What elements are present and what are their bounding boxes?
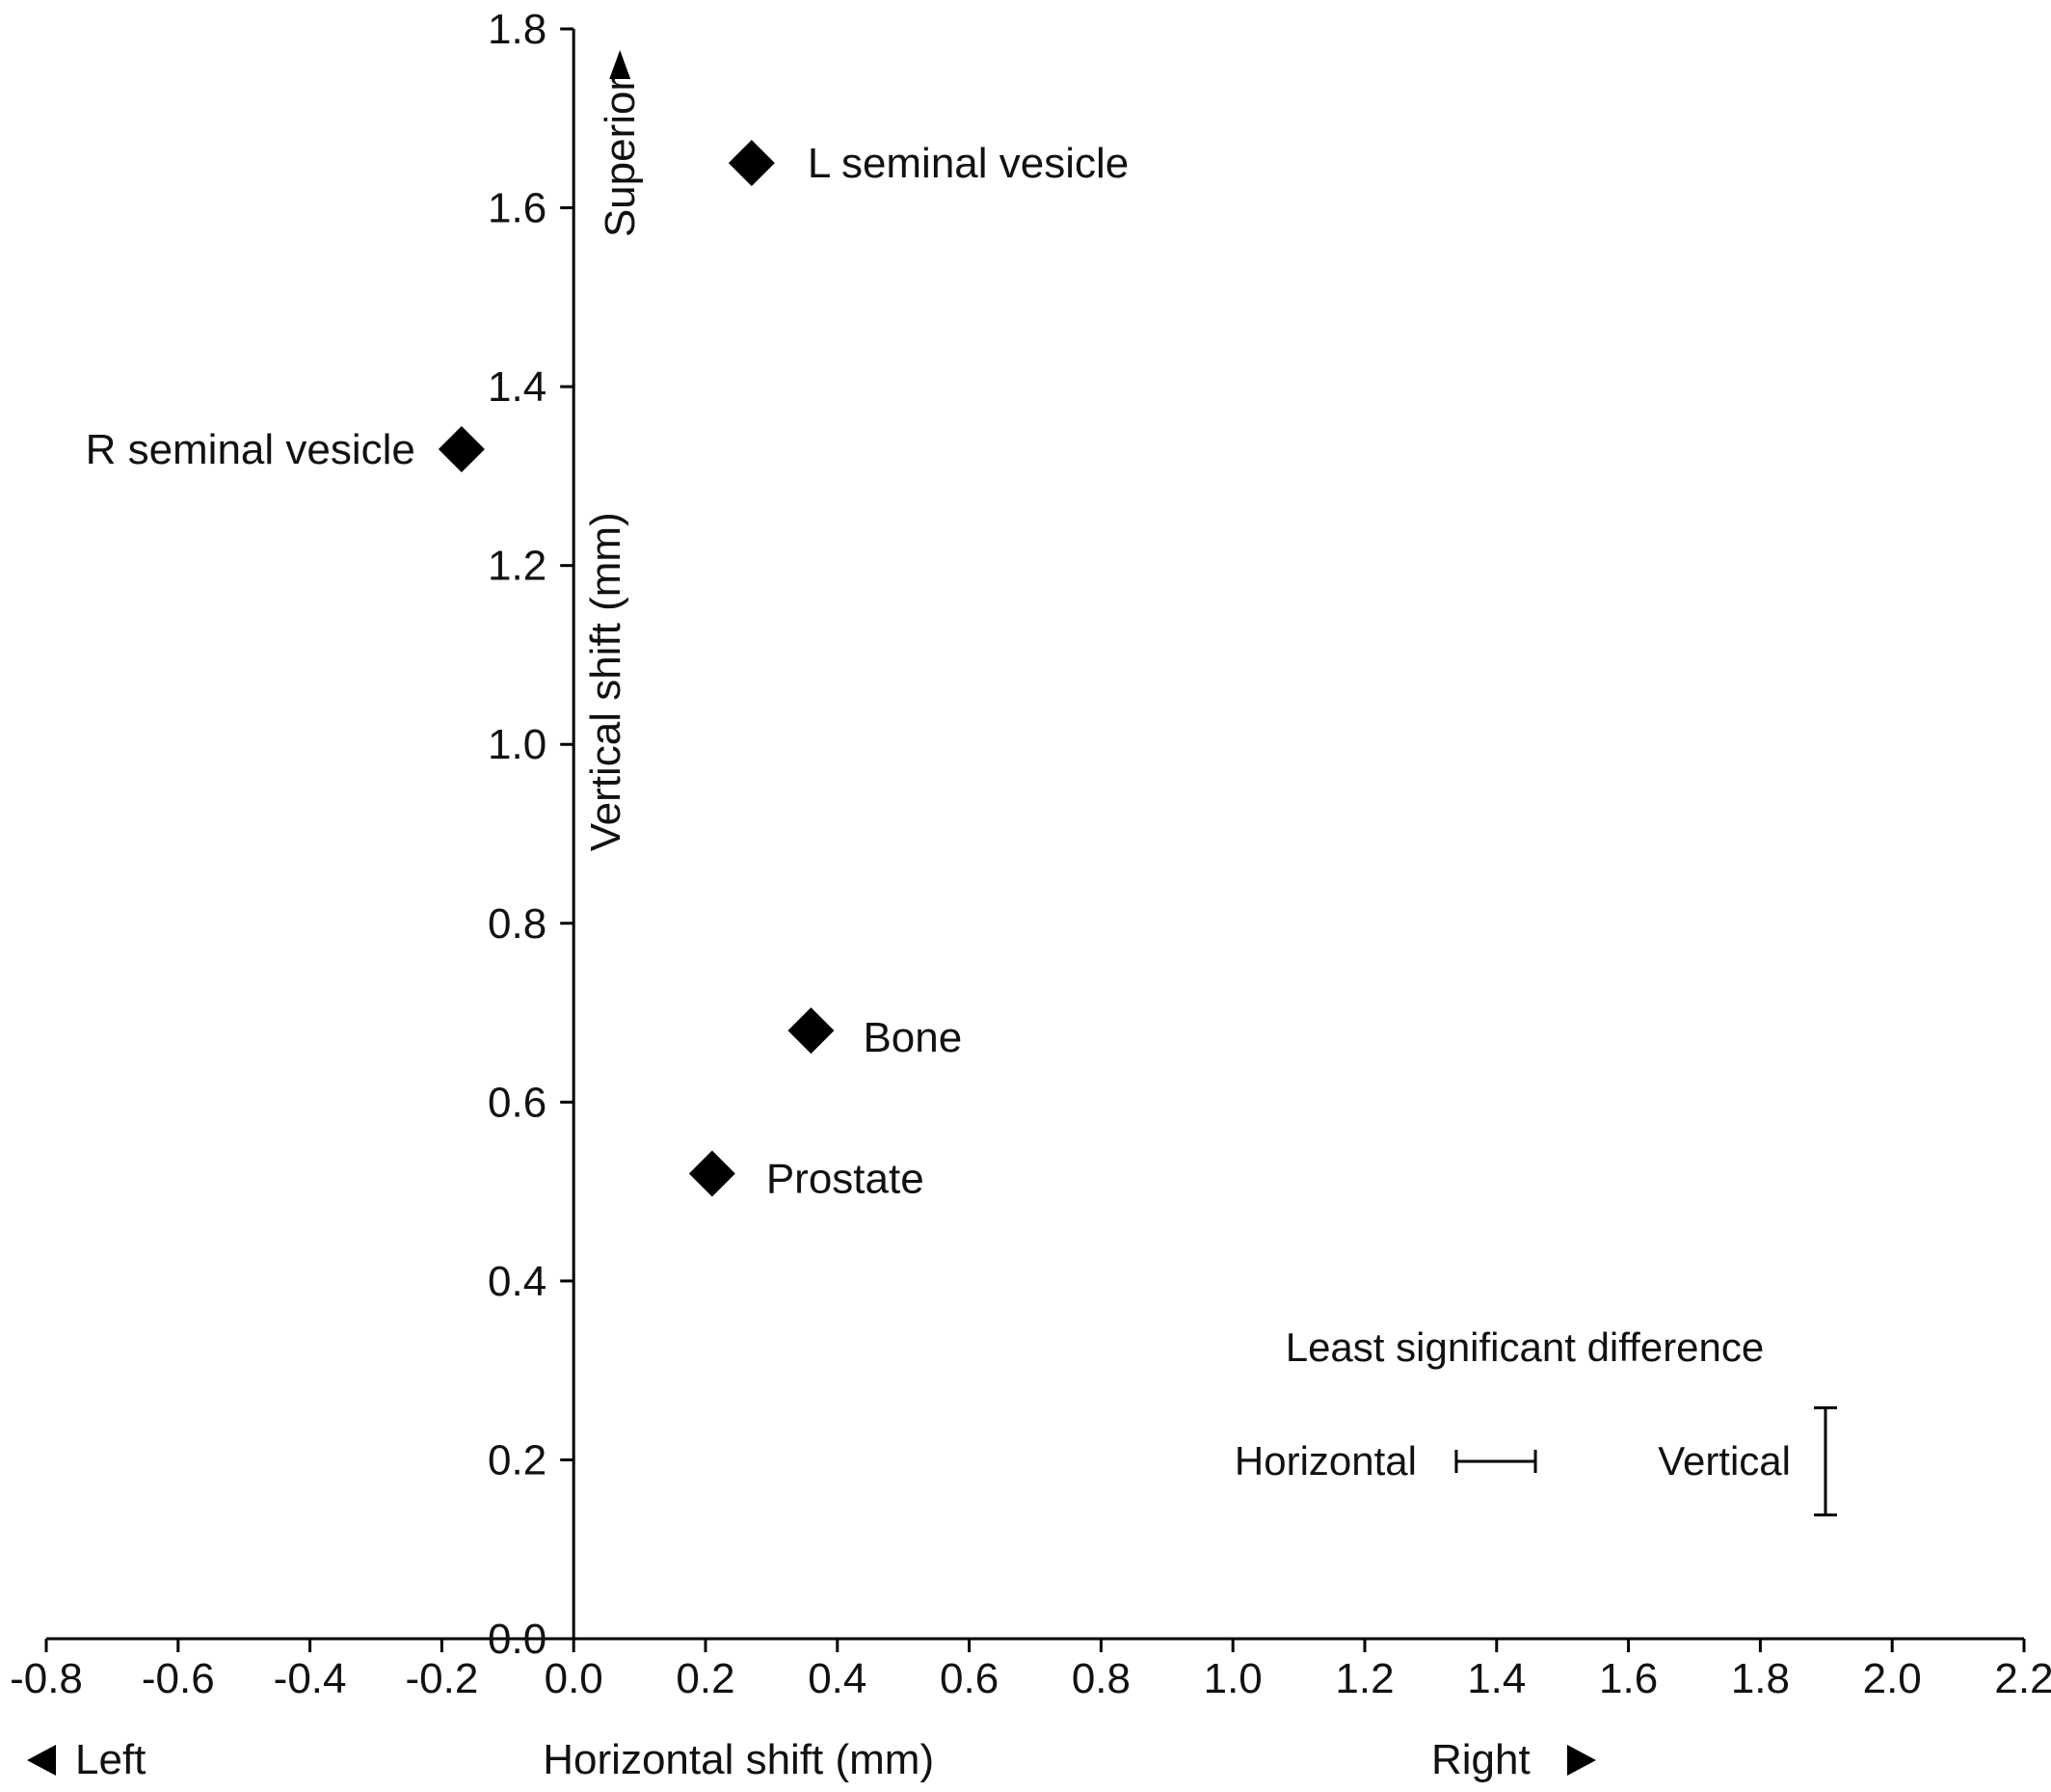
data-point-marker [787,1007,835,1055]
x-tick-label: -0.4 [274,1655,347,1702]
x-tick-label: 1.4 [1467,1655,1526,1702]
data-point-marker [438,426,485,473]
y-tick-label: 0.2 [488,1436,546,1484]
x-tick-label: -0.8 [10,1655,83,1702]
data-point-label: Prostate [766,1156,924,1203]
y-tick-label: 0.0 [488,1616,546,1663]
y-axis-title: Vertical shift (mm) [582,512,629,851]
x-axis-title: Horizontal shift (mm) [543,1736,934,1783]
x-tick-label: 1.0 [1204,1655,1263,1702]
lsd-vertical-label: Vertical [1658,1438,1791,1484]
y-tick-label: 1.4 [488,363,546,411]
left-arrow-icon [27,1745,56,1776]
right-direction-label: Right [1431,1736,1531,1783]
x-tick-label: 1.8 [1731,1655,1790,1702]
y-tick-label: 1.2 [488,543,546,590]
data-point-label: L seminal vesicle [808,140,1129,187]
y-tick-label: 0.6 [488,1079,546,1126]
x-tick-label: 1.2 [1335,1655,1394,1702]
x-tick-label: -0.2 [405,1655,478,1702]
y-tick-label: 1.8 [488,6,546,53]
y-tick-label: 1.0 [488,721,546,768]
left-direction-label: Left [75,1736,146,1783]
x-tick-label: 2.0 [1863,1655,1922,1702]
up-arrow-icon [609,50,631,79]
superior-direction-label: Superior [597,77,644,237]
x-tick-label: 1.6 [1599,1655,1658,1702]
x-tick-label: -0.6 [142,1655,215,1702]
x-tick-label: 0.2 [676,1655,734,1702]
x-tick-label: 2.2 [1994,1655,2051,1702]
data-point-label: R seminal vesicle [86,426,415,473]
y-tick-label: 1.6 [488,185,546,232]
lsd-horizontal-label: Horizontal [1235,1438,1417,1484]
x-tick-label: 0.0 [545,1655,603,1702]
lsd-title: Least significant difference [1286,1324,1765,1370]
right-arrow-icon [1567,1745,1596,1776]
x-tick-label: 0.6 [940,1655,999,1702]
y-tick-label: 0.8 [488,900,546,948]
x-tick-label: 0.8 [1072,1655,1131,1702]
x-tick-label: 0.4 [808,1655,866,1702]
data-point-marker [728,140,775,187]
y-tick-label: 0.4 [488,1258,546,1305]
data-point-label: Bone [863,1014,962,1061]
data-point-marker [688,1150,735,1197]
